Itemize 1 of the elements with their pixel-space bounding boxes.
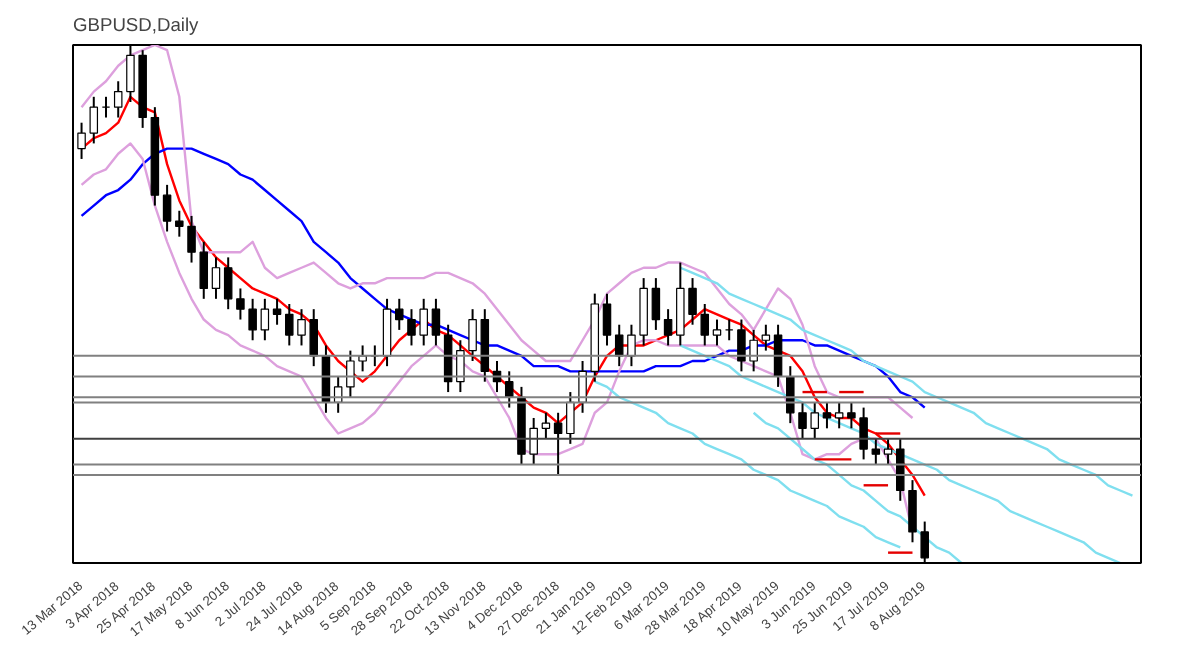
chart-title: GBPUSD,Daily xyxy=(73,15,200,35)
